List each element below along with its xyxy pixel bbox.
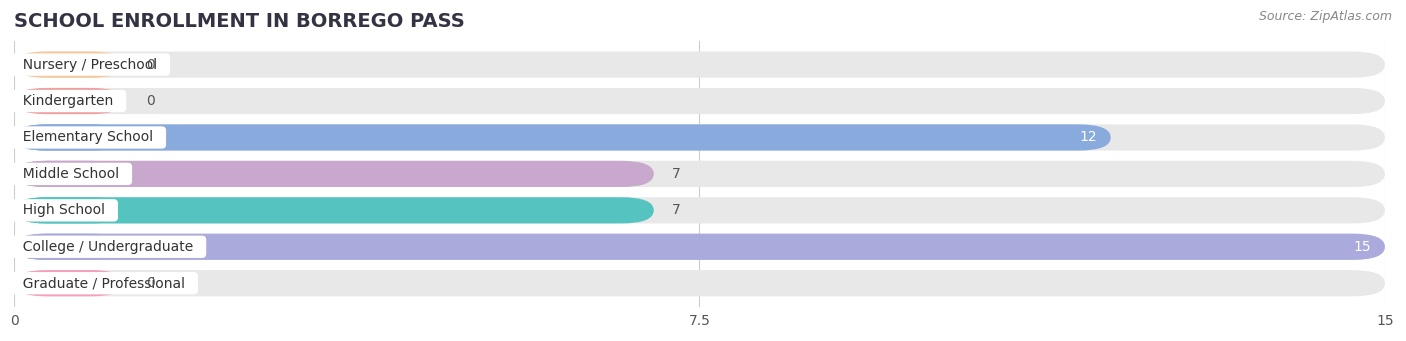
FancyBboxPatch shape — [14, 270, 1385, 296]
Text: College / Undergraduate: College / Undergraduate — [14, 240, 202, 254]
Text: 0: 0 — [146, 58, 155, 72]
Text: 15: 15 — [1354, 240, 1371, 254]
FancyBboxPatch shape — [14, 234, 1385, 260]
Text: 0: 0 — [146, 276, 155, 290]
Text: Nursery / Preschool: Nursery / Preschool — [14, 58, 166, 72]
Text: 12: 12 — [1080, 131, 1097, 145]
FancyBboxPatch shape — [14, 161, 654, 187]
Text: Middle School: Middle School — [14, 167, 128, 181]
FancyBboxPatch shape — [14, 124, 1385, 151]
Text: Graduate / Professional: Graduate / Professional — [14, 276, 194, 290]
FancyBboxPatch shape — [14, 234, 1385, 260]
FancyBboxPatch shape — [14, 197, 654, 223]
Text: 7: 7 — [672, 167, 681, 181]
Text: Elementary School: Elementary School — [14, 131, 162, 145]
FancyBboxPatch shape — [14, 51, 1385, 78]
Text: High School: High School — [14, 203, 114, 217]
Text: 7: 7 — [672, 203, 681, 217]
FancyBboxPatch shape — [14, 124, 1111, 151]
FancyBboxPatch shape — [14, 88, 1385, 114]
FancyBboxPatch shape — [14, 197, 124, 223]
FancyBboxPatch shape — [14, 124, 124, 151]
Text: Source: ZipAtlas.com: Source: ZipAtlas.com — [1258, 10, 1392, 23]
FancyBboxPatch shape — [14, 51, 124, 78]
FancyBboxPatch shape — [14, 270, 124, 296]
FancyBboxPatch shape — [14, 161, 1385, 187]
FancyBboxPatch shape — [14, 88, 124, 114]
FancyBboxPatch shape — [14, 161, 124, 187]
Text: 0: 0 — [146, 94, 155, 108]
FancyBboxPatch shape — [14, 234, 124, 260]
Text: SCHOOL ENROLLMENT IN BORREGO PASS: SCHOOL ENROLLMENT IN BORREGO PASS — [14, 12, 465, 31]
Text: Kindergarten: Kindergarten — [14, 94, 122, 108]
FancyBboxPatch shape — [14, 197, 1385, 223]
